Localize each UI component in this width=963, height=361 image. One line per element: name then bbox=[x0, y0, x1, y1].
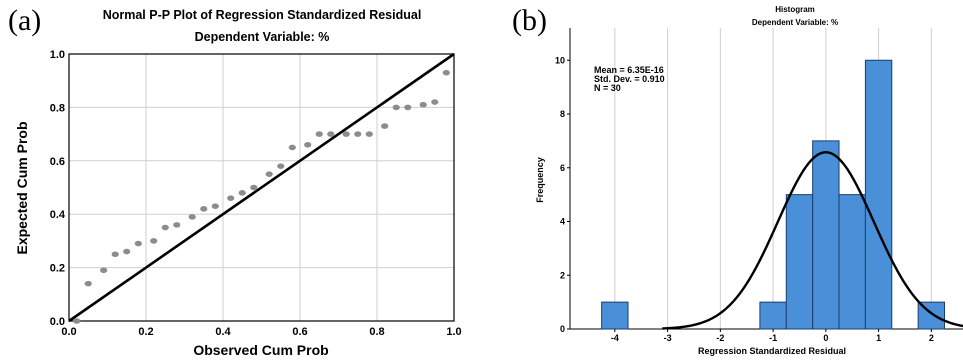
chart-a-point bbox=[304, 141, 312, 148]
chart-b-y-tick: 6 bbox=[560, 163, 565, 173]
chart-b-normal-curve bbox=[662, 151, 963, 330]
chart-a-point bbox=[100, 267, 108, 274]
chart-a-x-tick: 1.0 bbox=[446, 326, 461, 338]
chart-a-point bbox=[211, 203, 219, 209]
chart-b-x-tick: 2 bbox=[929, 333, 934, 343]
chart-a-title: Normal P-P Plot of Regression Standardiz… bbox=[103, 8, 422, 22]
chart-b-title: Histogram bbox=[775, 5, 815, 14]
chart-b-stat-mean: Mean = 6.35E-16 bbox=[594, 65, 664, 75]
chart-a-point bbox=[265, 171, 273, 177]
chart-b-y-tick: 0 bbox=[560, 324, 565, 334]
chart-b-bar bbox=[759, 301, 787, 330]
chart-a-point bbox=[354, 131, 362, 137]
chart-b-x-tick: -4 bbox=[611, 333, 619, 343]
chart-a-point bbox=[288, 144, 296, 151]
chart-a-x-tick: 0.0 bbox=[61, 326, 76, 338]
chart-b-x-tick: -2 bbox=[716, 333, 724, 343]
chart-a-y-tick: 0.8 bbox=[50, 102, 65, 114]
chart-b-y-tick: 4 bbox=[560, 217, 565, 227]
chart-a-point bbox=[173, 222, 181, 228]
panel-a: (a) Normal P-P Plot of Regression Standa… bbox=[8, 4, 462, 358]
chart-a-point bbox=[134, 240, 142, 247]
chart-b-ylabel: Frequency bbox=[535, 157, 545, 203]
chart-a-y-tick: 0.2 bbox=[50, 263, 65, 275]
chart-a-point bbox=[442, 69, 450, 76]
chart-b-bars bbox=[601, 59, 946, 330]
chart-a-point bbox=[188, 214, 196, 220]
chart-a-x-tick: 0.4 bbox=[215, 326, 231, 338]
chart-a-subtitle: Dependent Variable: % bbox=[195, 30, 330, 44]
chart-b-x-tick: 0 bbox=[823, 333, 828, 343]
chart-a-point bbox=[250, 184, 258, 191]
chart-b-bar bbox=[838, 194, 866, 330]
chart-a-point bbox=[161, 224, 169, 231]
chart-a-y-tick: 0.0 bbox=[50, 316, 65, 328]
chart-a-reference-line bbox=[68, 52, 455, 323]
chart-a-x-tick: 0.2 bbox=[138, 326, 153, 338]
chart-a-point bbox=[150, 238, 158, 244]
chart-a-point bbox=[315, 131, 323, 137]
chart-a-point bbox=[419, 101, 427, 108]
chart-a-x-tick: 0.8 bbox=[369, 326, 384, 338]
chart-a-point bbox=[111, 251, 119, 258]
chart-b-subtitle: Dependent Variable: % bbox=[752, 18, 838, 27]
chart-a-point bbox=[84, 280, 92, 287]
chart-a-points bbox=[73, 69, 450, 324]
chart-b-y-tick: 2 bbox=[560, 270, 565, 280]
chart-b-stat-n: N = 30 bbox=[594, 83, 621, 93]
chart-a-ylabel: Expected Cum Prob bbox=[14, 121, 30, 254]
chart-b-x-tick: -1 bbox=[769, 333, 777, 343]
chart-a-point bbox=[227, 195, 235, 201]
chart-b-x-tick: -3 bbox=[664, 333, 672, 343]
chart-a-point bbox=[123, 248, 131, 255]
chart-a-ticks: 0.0 0.2 0.4 0.6 0.8 1.0 0.0 0.2 0.4 0.6 0.8 1.0 bbox=[50, 49, 462, 338]
chart-b-bar bbox=[785, 194, 814, 330]
chart-a-point bbox=[238, 190, 246, 196]
chart-a-point bbox=[392, 104, 400, 111]
chart-b-ticks: -4 -3 -2 -1 0 1 2 0 2 4 6 8 10 bbox=[555, 55, 934, 343]
chart-a-point bbox=[277, 163, 285, 169]
chart-a-point bbox=[73, 318, 81, 324]
chart-a-frame bbox=[68, 53, 455, 322]
chart-a-point bbox=[431, 99, 439, 105]
chart-b-bar bbox=[864, 59, 893, 330]
panel-b: (b) Histogram Dependent Variable: % -4 -3… bbox=[512, 4, 963, 356]
chart-a-point bbox=[365, 131, 373, 137]
chart-b-y-tick: 8 bbox=[560, 109, 565, 119]
chart-b-bar bbox=[601, 301, 629, 330]
chart-a-y-tick: 0.4 bbox=[50, 209, 66, 221]
chart-a-xlabel: Observed Cum Prob bbox=[193, 342, 328, 358]
chart-a-y-tick: 1.0 bbox=[50, 49, 65, 61]
chart-a-point bbox=[381, 123, 389, 129]
chart-a-point bbox=[404, 104, 412, 111]
chart-b-bar bbox=[812, 140, 840, 330]
panel-a-label: (a) bbox=[8, 4, 41, 37]
chart-b-y-tick: 10 bbox=[555, 55, 565, 65]
chart-a-y-tick: 0.6 bbox=[50, 156, 65, 168]
chart-b-stat-sd: Std. Dev. = 0.910 bbox=[594, 74, 665, 84]
chart-b-xlabel: Regression Standardized Residual bbox=[698, 346, 846, 356]
chart-a-point bbox=[327, 131, 335, 137]
chart-a-point bbox=[342, 131, 350, 137]
chart-a-x-tick: 0.6 bbox=[292, 326, 307, 338]
chart-b-x-tick: 1 bbox=[876, 333, 881, 343]
panel-b-label: (b) bbox=[512, 4, 547, 37]
chart-a-point bbox=[200, 206, 208, 212]
